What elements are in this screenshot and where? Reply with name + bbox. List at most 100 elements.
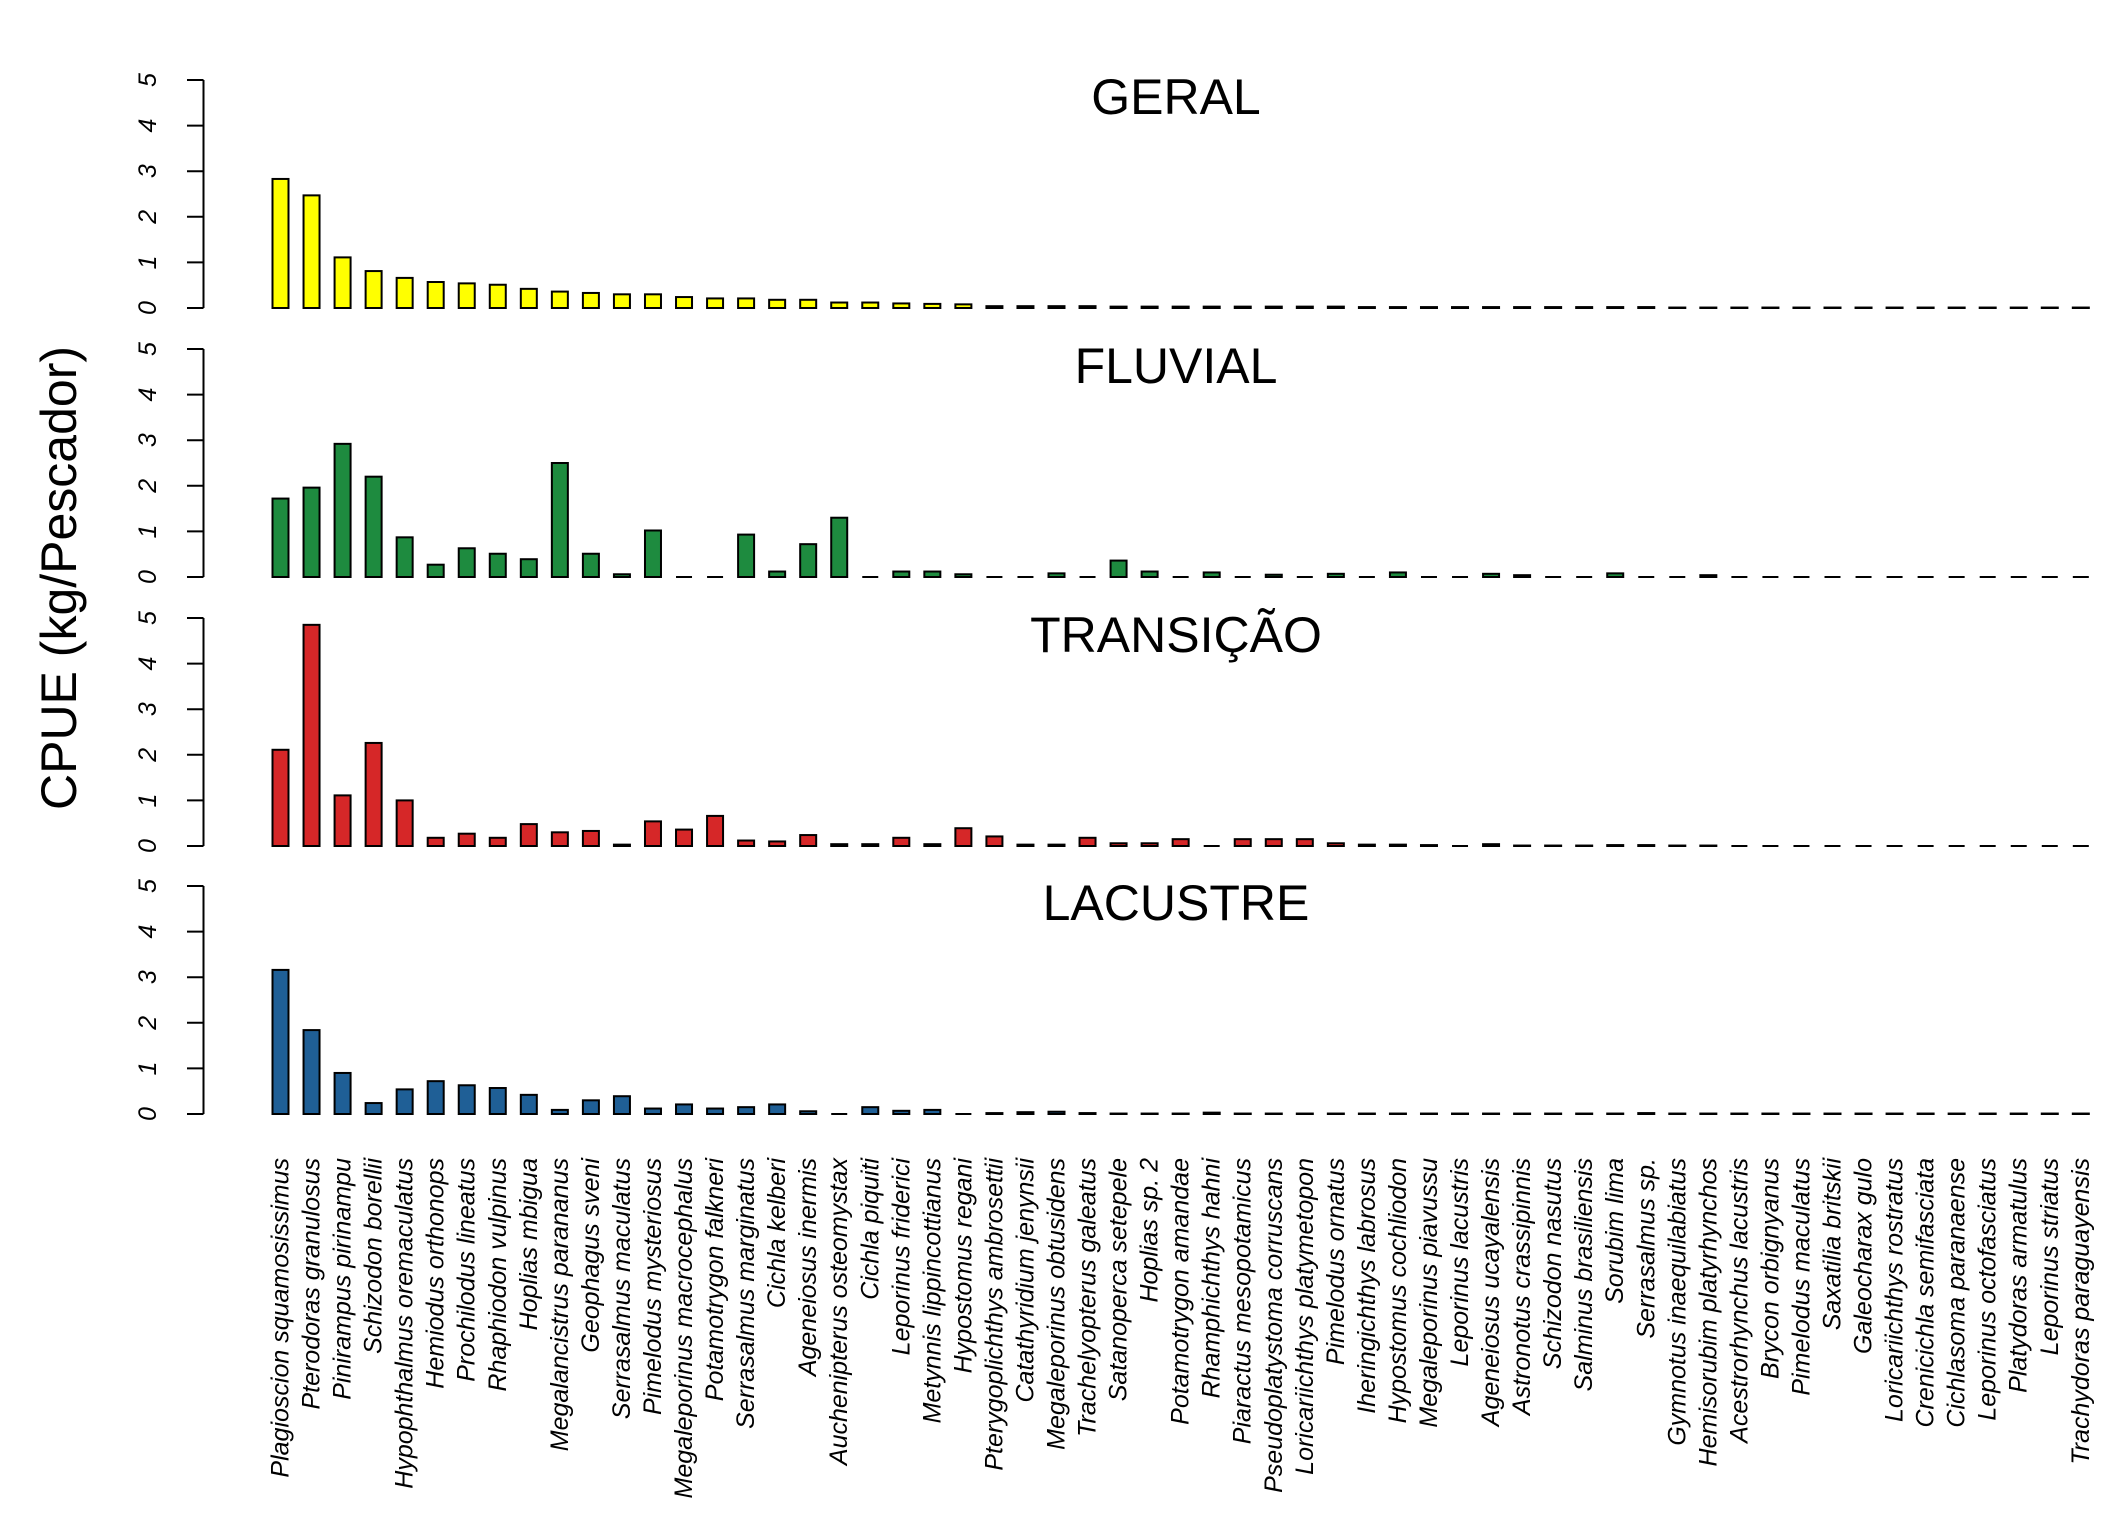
bar-lacustre-18 (799, 1110, 818, 1116)
bar-geral-5 (395, 276, 414, 309)
y-tick-label: 4 (134, 657, 162, 671)
bar-transicao-22 (923, 843, 942, 848)
bar-transicao-6 (426, 836, 445, 847)
x-tick-label: Ageneiosus ucayalensis (1477, 1158, 1505, 1428)
bar-geral-38 (1419, 306, 1438, 310)
bar-geral-10 (550, 290, 569, 310)
bar-fluvial-40 (1482, 572, 1501, 578)
x-tick-label: Pimelodus mysteriosus (639, 1158, 667, 1415)
x-tick-label: Crenicichla semifasciata (1912, 1158, 1940, 1428)
x-tick-label: Cichlasoma paranaense (1943, 1158, 1971, 1428)
y-axis-label: CPUE (kg/Pescador) (31, 346, 87, 810)
bar-transicao-10 (550, 831, 569, 848)
x-tick-label: Ageneiosus inermis (794, 1158, 822, 1378)
bar-geral-4 (364, 270, 383, 309)
bar-fluvial-2 (302, 486, 321, 578)
x-tick-label: Serrasalmus marginatus (732, 1158, 760, 1429)
x-tick-label: Auchenipterus osteomystax (825, 1157, 853, 1468)
y-tick-label: 0 (134, 301, 162, 315)
x-tick-label: Sorubim lima (1601, 1158, 1629, 1304)
bar-fluvial-41 (1513, 574, 1532, 579)
y-tick-label: 1 (134, 1061, 162, 1075)
y-tick-label: 0 (134, 1107, 162, 1121)
y-tick-label: 1 (134, 524, 162, 538)
x-tick-label: Megaleporinus macrocephalus (670, 1158, 698, 1498)
bar-transicao-27 (1078, 836, 1097, 847)
bar-transicao-24 (985, 835, 1004, 848)
bar-fluvial-5 (395, 536, 414, 579)
bar-geral-36 (1357, 306, 1376, 310)
bar-transicao-4 (364, 741, 383, 847)
bar-fluvial-9 (519, 558, 538, 579)
bar-transicao-34 (1295, 838, 1314, 847)
x-tick-label: Leporinus octofasciatus (1974, 1158, 2002, 1421)
x-tick-label: Pterygoplichthys ambrosettii (980, 1157, 1008, 1471)
bar-geral-18 (799, 298, 818, 309)
bar-lacustre-45 (1637, 1112, 1656, 1116)
bar-transicao-25 (1016, 843, 1035, 848)
x-tick-label: Plagioscion squamosissimus (267, 1158, 295, 1478)
x-tick-label: Trachydoras paraguayensis (2067, 1158, 2095, 1465)
bar-transicao-21 (892, 836, 911, 847)
bar-lacustre-10 (550, 1108, 569, 1115)
y-tick-label: 5 (134, 611, 162, 625)
x-tick-label: Prochilodus lineatus (453, 1158, 481, 1382)
bar-lacustre-8 (488, 1087, 507, 1116)
bar-lacustre-21 (892, 1109, 911, 1115)
x-tick-label: Satanoperca setepele (1105, 1158, 1133, 1401)
bar-geral-39 (1451, 306, 1470, 310)
panel-title-fluvial: FLUVIAL (1075, 338, 1278, 394)
y-tick-label: 3 (134, 433, 162, 447)
y-tick-label: 0 (134, 839, 162, 853)
y-tick-label: 5 (134, 342, 162, 356)
x-tick-label: Platydoras armatulus (2005, 1158, 2033, 1393)
bar-lacustre-3 (333, 1071, 352, 1115)
bar-transicao-5 (395, 799, 414, 848)
bar-fluvial-12 (612, 573, 631, 578)
bar-fluvial-21 (892, 570, 911, 579)
bar-geral-29 (1140, 305, 1159, 309)
bar-fluvial-22 (923, 570, 942, 579)
x-tick-label: Acestrorhynchus lacustris (1725, 1158, 1753, 1445)
bar-fluvial-33 (1264, 573, 1283, 578)
bar-lacustre-27 (1078, 1112, 1097, 1116)
x-tick-label: Astronotus crassipinnis (1508, 1158, 1536, 1417)
bar-transicao-45 (1637, 844, 1656, 848)
bar-fluvial-3 (333, 442, 352, 578)
x-tick-label: Megalancistrus parananus (546, 1158, 574, 1451)
bar-lacustre-1 (271, 968, 290, 1115)
bar-geral-25 (1016, 305, 1035, 309)
x-tick-label: Pseudoplatystoma corruscans (1260, 1158, 1288, 1493)
bar-fluvial-17 (768, 570, 787, 579)
bar-geral-40 (1482, 306, 1501, 310)
bar-lacustre-24 (985, 1112, 1004, 1116)
bar-geral-9 (519, 287, 538, 309)
x-tick-label: Cichla kelberi (763, 1157, 791, 1309)
bar-geral-34 (1295, 305, 1314, 309)
bar-transicao-36 (1357, 843, 1376, 848)
bar-transicao-17 (768, 840, 787, 848)
y-tick-label: 2 (134, 210, 162, 225)
bar-geral-17 (768, 298, 787, 309)
x-tick-label: Hypostomus cochliodon (1384, 1158, 1412, 1423)
bar-fluvial-23 (954, 573, 973, 578)
bar-geral-19 (830, 301, 849, 310)
bar-fluvial-35 (1326, 572, 1345, 578)
bar-fluvial-37 (1388, 571, 1407, 579)
bar-fluvial-7 (457, 547, 476, 578)
bar-geral-42 (1544, 306, 1563, 310)
x-tick-label: Pterodoras granulosus (298, 1158, 326, 1410)
x-tick-label: Pinirampus pirinampu (329, 1158, 357, 1400)
y-tick-label: 2 (134, 479, 162, 494)
bar-geral-43 (1575, 306, 1594, 310)
bar-transicao-14 (675, 828, 694, 847)
bar-lacustre-26 (1047, 1110, 1066, 1115)
bar-lacustre-16 (737, 1106, 756, 1116)
bar-transicao-15 (706, 814, 725, 847)
bar-fluvial-4 (364, 475, 383, 578)
x-tick-label: Loricariichthys rostratus (1881, 1158, 1909, 1422)
panel-transicao: 0 1 2 3 4 5 TRANSIÇÃO (134, 607, 2089, 853)
x-tick-label: Rhaphiodon vulpinus (484, 1158, 512, 1392)
y-tick-label: 3 (134, 970, 162, 984)
